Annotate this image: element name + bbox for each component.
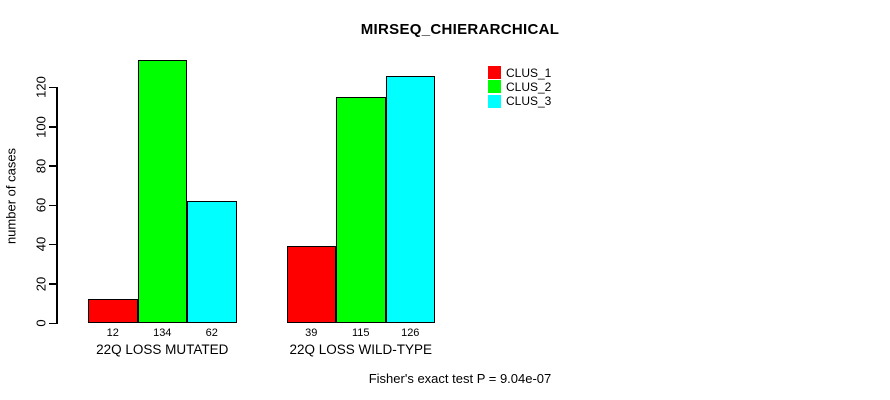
y-tick-label: 40 [33,237,49,252]
bar-clus_3-2 [385,75,435,323]
y-tick-mark [49,86,56,89]
bar-clus_1-1 [88,299,138,323]
category-label: 22Q LOSS MUTATED [96,342,229,357]
bar-clus_2-2 [336,97,386,323]
legend-swatch-clus_3 [488,94,501,108]
chart-title: MIRSEQ_CHIERARCHICAL [360,21,560,38]
y-tick-label: 120 [33,76,49,99]
bar-value-label: 62 [205,327,218,339]
y-tick-label: 60 [33,197,49,213]
bar-clus_2-1 [137,59,187,323]
y-tick-label: 20 [33,276,49,291]
y-tick-mark [49,165,56,167]
bar-value-label: 126 [401,327,420,339]
y-tick-mark [49,204,56,207]
bar-value-label: 39 [305,327,318,339]
legend-label-clus_1: CLUS_1 [506,65,552,80]
y-axis-label: number of cases [3,147,19,245]
legend-label-clus_3: CLUS_3 [506,94,552,109]
fishers-test-annotation: Fisher's exact test P = 9.04e-07 [368,371,552,386]
bar-clus_3-1 [187,201,237,323]
y-tick-mark [49,126,56,128]
bar-value-label: 115 [351,327,370,339]
y-tick-label: 0 [33,319,49,327]
bar-value-label: 134 [153,327,172,339]
legend-label-clus_2: CLUS_2 [506,79,552,94]
category-label: 22Q LOSS WILD-TYPE [289,342,433,357]
legend-swatch-clus_1 [488,66,501,79]
y-tick-mark [49,283,56,285]
y-axis-line [56,87,58,324]
y-tick-mark [49,322,56,324]
bar-value-label: 12 [106,327,119,339]
y-tick-mark [49,243,56,246]
y-tick-label: 100 [33,115,49,138]
bar-clus_1-2 [286,246,336,323]
legend-swatch-clus_2 [488,80,501,94]
y-tick-label: 80 [33,158,49,174]
